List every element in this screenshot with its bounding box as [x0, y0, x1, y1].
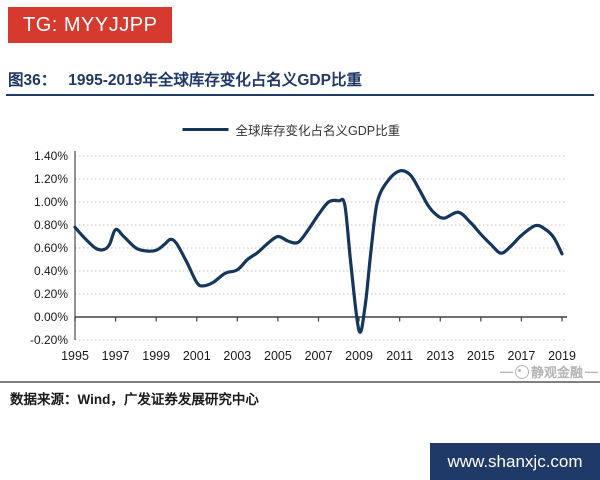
y-tick-label: 0.60% — [34, 241, 68, 255]
chart-legend: 全球库存变化占名义GDP比重 — [182, 120, 400, 139]
footer-divider — [0, 381, 600, 383]
data-source-note: 数据来源：Wind，广发证券发展研究中心 — [10, 392, 259, 407]
x-tick-label: 2009 — [345, 349, 373, 363]
y-tick-label: 0.40% — [34, 264, 68, 278]
x-tick-label: 2003 — [223, 349, 251, 363]
x-tick-label: 2017 — [508, 349, 536, 363]
legend-line-swatch — [182, 128, 229, 131]
x-tick-label: 1999 — [142, 349, 170, 363]
y-tick-label: 0.00% — [34, 310, 68, 324]
watermark: — 静观金融 — — [500, 362, 598, 381]
y-tick-label: 0.80% — [34, 218, 68, 232]
series-line — [73, 169, 564, 334]
site-link-box[interactable]: www.shanxjc.com — [430, 443, 600, 480]
x-tick-label: 2007 — [305, 349, 333, 363]
x-tick-label: 2019 — [548, 349, 576, 363]
inventory-gdp-line-chart: 1.40% 1.20% 1.00% 0.80% 0.60% 0.40% 0.20% 0.00%… — [30, 149, 576, 363]
watermark-label: 静观金融 — [530, 365, 583, 380]
x-tick-label: 2001 — [183, 349, 211, 363]
figure-title: 图36： 1995-2019年全球库存变化占名义GDP比重 — [8, 68, 592, 90]
y-tick-label: 1.20% — [34, 172, 68, 186]
x-tick-label: 2011 — [386, 349, 413, 363]
figure-number: 图36： — [8, 72, 57, 89]
x-tick-label: 2013 — [426, 349, 454, 363]
watermark-logo-icon — [514, 364, 529, 379]
x-tick-label: 1997 — [102, 349, 130, 363]
watermark-dash-right: — — [585, 364, 598, 379]
x-tick-label: 2015 — [467, 349, 495, 363]
x-tick-label: 2005 — [264, 349, 292, 363]
y-tick-label: 1.00% — [34, 195, 68, 209]
y-tick-label: -0.20% — [30, 333, 68, 347]
legend-label: 全球库存变化占名义GDP比重 — [235, 124, 401, 138]
figure-title-text: 1995-2019年全球库存变化占名义GDP比重 — [68, 72, 362, 89]
tg-badge: TG: MYYJJPP — [8, 7, 173, 43]
x-tick-label: 1995 — [61, 349, 89, 363]
y-tick-label: 0.20% — [34, 287, 68, 301]
watermark-dash-left: — — [499, 364, 513, 379]
y-tick-label: 1.40% — [34, 149, 68, 163]
title-underline — [6, 94, 594, 96]
